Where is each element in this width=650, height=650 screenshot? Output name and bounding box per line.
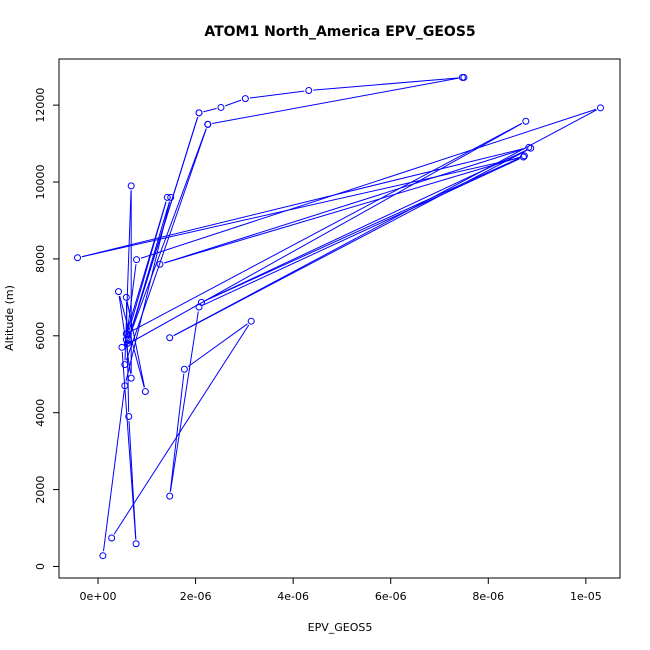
data-point — [127, 374, 135, 382]
data-point — [133, 256, 141, 264]
data-point — [74, 254, 82, 262]
series-segment — [173, 109, 597, 337]
y-tick-label: 2000 — [34, 476, 47, 504]
data-point — [195, 303, 203, 311]
series-segment — [169, 373, 185, 492]
series-segment — [164, 148, 525, 264]
x-tick-label: 6e-06 — [375, 590, 407, 603]
data-point — [127, 182, 135, 190]
x-tick-label: 4e-06 — [277, 590, 309, 603]
series-segment — [127, 201, 167, 336]
chart-title: ATOM1 North_America EPV_GEOS5 — [204, 24, 475, 40]
y-tick-label: 0 — [34, 563, 47, 570]
data-point — [141, 388, 149, 396]
x-axis-label: EPV_GEOS5 — [308, 621, 373, 634]
series-segment — [102, 390, 125, 552]
data-point — [166, 492, 174, 500]
data-point — [217, 103, 225, 111]
data-point — [305, 87, 313, 95]
series-segment — [225, 99, 242, 107]
data-point — [122, 293, 130, 301]
series-segment — [140, 108, 597, 259]
series-segment — [205, 157, 521, 301]
y-axis-label: Altitude (m) — [3, 285, 16, 351]
x-tick-label: 0e+00 — [80, 590, 117, 603]
x-tick-label: 1e-05 — [570, 590, 602, 603]
data-point — [122, 336, 130, 344]
x-axis: 0e+00 2e-06 4e-06 6e-06 8e-06 1e-05 — [80, 577, 602, 603]
data-point — [121, 361, 129, 369]
series-segment — [125, 301, 130, 413]
y-axis: 0 2000 4000 6000 8000 10000 12000 — [34, 88, 60, 570]
series-segment — [125, 128, 207, 361]
data-point — [519, 153, 527, 161]
data-point — [121, 382, 129, 390]
series-segment — [169, 311, 199, 492]
y-tick-label: 12000 — [34, 88, 47, 123]
y-tick-label: 6000 — [34, 322, 47, 350]
series-segment — [202, 158, 520, 306]
series-segment — [129, 128, 207, 336]
y-tick-label: 10000 — [34, 165, 47, 200]
series-segment — [124, 190, 132, 361]
data-point — [204, 120, 212, 128]
series-segment — [118, 295, 132, 374]
data-point — [522, 117, 530, 125]
data-point — [156, 260, 164, 268]
series-layer — [74, 73, 604, 560]
data-point — [123, 339, 131, 347]
plot-frame — [58, 58, 621, 579]
series-segment — [203, 108, 217, 113]
data-point — [166, 334, 174, 342]
series-segment — [125, 123, 523, 346]
data-point — [520, 152, 528, 160]
data-point — [99, 552, 107, 560]
series-segment — [81, 148, 525, 258]
series-segment — [187, 323, 248, 368]
data-point — [241, 95, 249, 103]
data-point — [180, 365, 188, 373]
series-segment — [130, 122, 523, 333]
series-segment — [249, 90, 305, 99]
data-point — [125, 413, 133, 421]
series-segment — [212, 77, 459, 125]
series-segment — [164, 156, 521, 264]
data-point — [460, 73, 468, 81]
y-tick-label: 4000 — [34, 399, 47, 427]
data-point — [525, 143, 533, 151]
series-segment — [126, 264, 137, 336]
series-segment — [205, 149, 527, 301]
data-point — [195, 109, 203, 117]
series-segment — [126, 301, 145, 388]
series-segment — [81, 157, 520, 258]
series-segment — [129, 116, 199, 336]
data-point — [167, 193, 175, 201]
data-point — [108, 534, 116, 542]
series-segment — [313, 77, 460, 91]
data-point — [596, 104, 604, 112]
data-point — [115, 288, 123, 296]
data-point — [132, 540, 140, 548]
data-point — [118, 343, 126, 351]
data-point — [247, 317, 255, 325]
series-segment — [113, 324, 250, 535]
y-tick-label: 8000 — [34, 245, 47, 273]
x-tick-label: 2e-06 — [180, 590, 212, 603]
x-tick-label: 8e-06 — [472, 590, 504, 603]
data-point — [163, 193, 171, 201]
